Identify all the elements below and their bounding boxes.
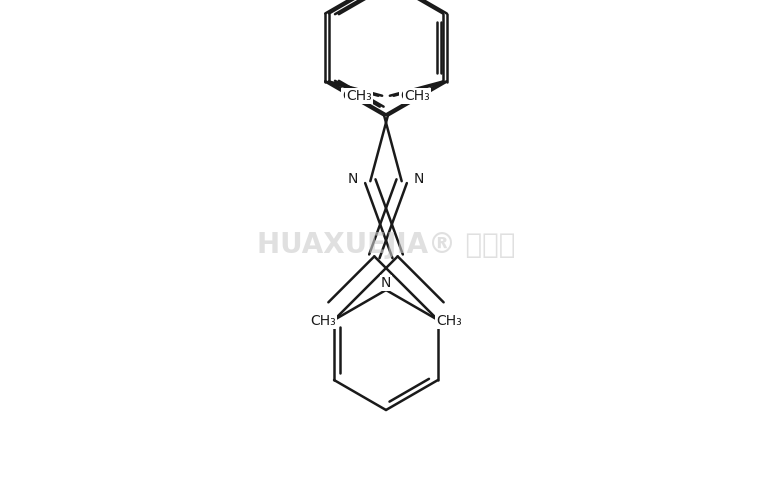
Text: CH₃: CH₃ <box>404 89 430 103</box>
Text: HUAXUEJIA® 化学加: HUAXUEJIA® 化学加 <box>257 231 515 259</box>
Text: CH₃: CH₃ <box>436 314 461 328</box>
Text: CH₃: CH₃ <box>311 314 336 328</box>
Text: N: N <box>414 172 424 186</box>
Text: CH₃: CH₃ <box>342 89 368 103</box>
Text: N: N <box>348 172 359 186</box>
Text: N: N <box>381 276 391 290</box>
Text: CH₃: CH₃ <box>400 89 426 103</box>
Text: CH₃: CH₃ <box>346 89 372 103</box>
